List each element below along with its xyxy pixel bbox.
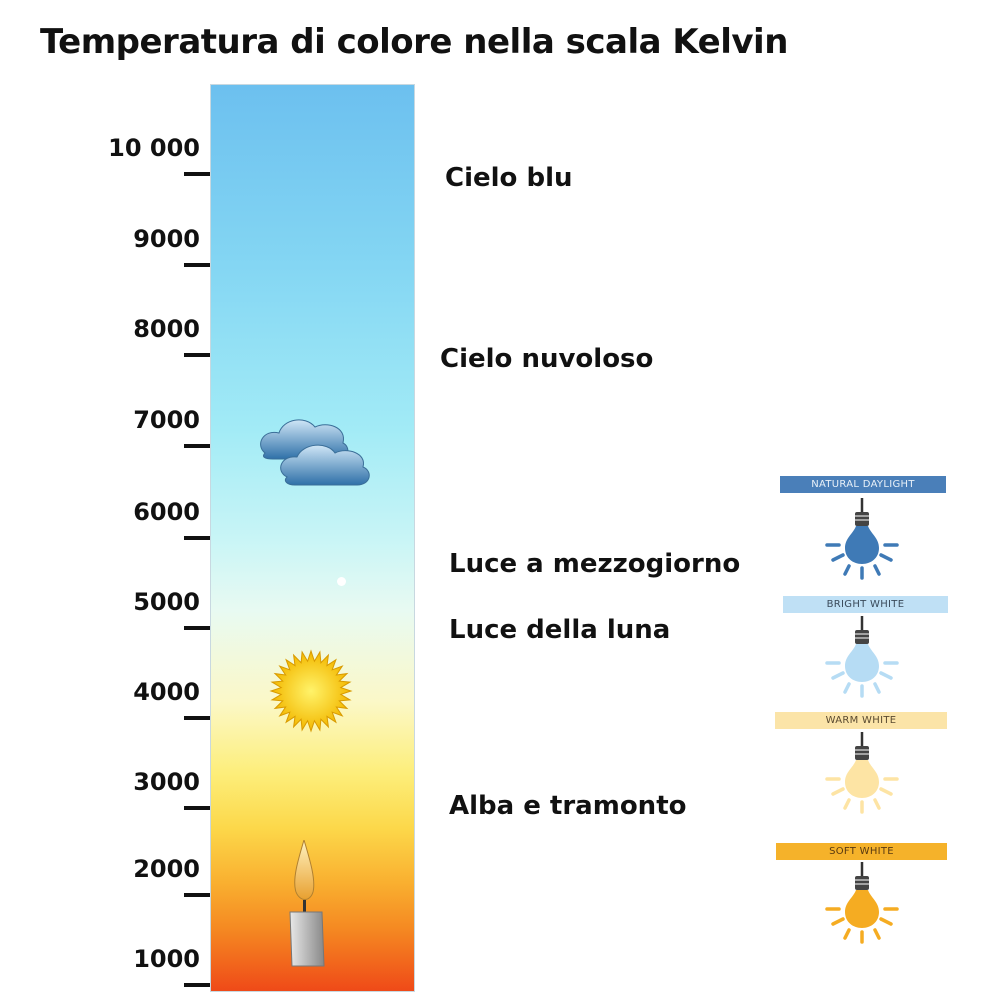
tick-label: 7000 <box>133 406 200 434</box>
label-alba-tramonto: Alba e tramonto <box>449 791 687 821</box>
tick-label: 8000 <box>133 315 200 343</box>
bulb-banner: SOFT WHITE <box>776 843 947 860</box>
bulb-banner: NATURAL DAYLIGHT <box>780 476 946 493</box>
light-bulb-icon <box>825 732 899 814</box>
tick-label: 1000 <box>133 945 200 973</box>
tick-mark <box>184 263 210 267</box>
tick-label: 4000 <box>133 678 200 706</box>
light-bulb-icon <box>825 498 899 580</box>
tick-label: 9000 <box>133 225 200 253</box>
label-cielo-nuvoloso: Cielo nuvoloso <box>440 344 654 374</box>
candle-icon <box>289 840 325 967</box>
tick-label: 2000 <box>133 855 200 883</box>
bulb-banner: WARM WHITE <box>775 712 947 729</box>
kelvin-gradient-bar <box>210 84 415 992</box>
cloud-icon <box>260 419 370 486</box>
tick-label: 3000 <box>133 768 200 796</box>
sun-icon <box>269 649 353 733</box>
tick-mark <box>184 172 210 176</box>
label-luce-luna: Luce della luna <box>449 615 671 645</box>
tick-mark <box>184 353 210 357</box>
moon-dot-icon <box>337 577 346 586</box>
tick-label: 5000 <box>133 588 200 616</box>
tick-mark <box>184 536 210 540</box>
tick-mark <box>184 716 210 720</box>
tick-mark <box>184 806 210 810</box>
page-title: Temperatura di colore nella scala Kelvin <box>40 22 788 62</box>
bulb-banner: BRIGHT WHITE <box>783 596 948 613</box>
light-bulb-icon <box>825 862 899 944</box>
label-luce-mezzogiorno: Luce a mezzogiorno <box>449 549 741 579</box>
tick-mark <box>184 444 210 448</box>
tick-label: 6000 <box>133 498 200 526</box>
tick-mark <box>184 983 210 987</box>
tick-mark <box>184 893 210 897</box>
light-bulb-icon <box>825 616 899 698</box>
label-cielo-blu: Cielo blu <box>445 163 573 193</box>
tick-mark <box>184 626 210 630</box>
tick-label: 10 000 <box>108 134 200 162</box>
